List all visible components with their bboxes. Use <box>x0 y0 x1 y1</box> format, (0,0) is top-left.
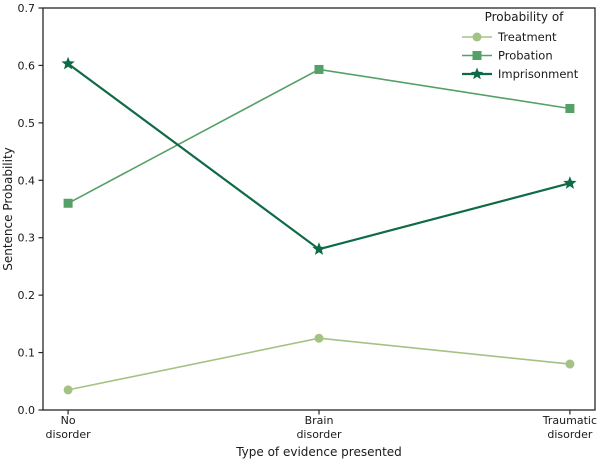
legend-marker-probation <box>472 51 482 60</box>
y-tick-label: 0.4 <box>18 174 36 187</box>
marker-square-probation <box>63 198 73 208</box>
x-tick-label: disorder <box>296 428 342 441</box>
marker-circle-treatment <box>63 385 73 395</box>
legend-label-imprisonment: Imprisonment <box>498 67 579 81</box>
marker-circle-treatment <box>314 333 324 343</box>
y-tick-label: 0.2 <box>18 289 36 302</box>
y-tick-label: 0.3 <box>18 232 36 245</box>
marker-square-probation <box>565 104 575 113</box>
marker-circle-treatment <box>565 359 575 369</box>
y-tick-label: 0.1 <box>18 347 36 360</box>
x-tick-label: disorder <box>46 428 92 441</box>
x-tick-label: No <box>61 414 76 427</box>
marker-square-probation <box>314 64 324 74</box>
legend-marker-imprisonment <box>470 67 484 80</box>
legend-label-probation: Probation <box>498 49 553 63</box>
x-tick-label: Brain <box>305 414 334 427</box>
marker-star-imprisonment <box>61 56 75 70</box>
plot-area <box>42 7 596 411</box>
y-tick-label: 0.5 <box>18 117 36 130</box>
y-tick-label: 0.7 <box>18 2 36 15</box>
y-tick-label: 0.6 <box>18 59 36 72</box>
legend-marker-treatment <box>472 32 482 42</box>
marker-star-imprisonment <box>563 176 577 189</box>
x-tick-label: Traumatic <box>542 414 597 427</box>
y-axis-label: Sentence Probability <box>1 147 15 271</box>
y-tick-label: 0.0 <box>18 404 36 417</box>
legend-label-treatment: Treatment <box>497 30 557 44</box>
x-axis-label: Type of evidence presented <box>235 445 402 459</box>
legend-title: Probability of <box>485 10 565 24</box>
marker-star-imprisonment <box>312 242 326 255</box>
x-tick-label: disorder <box>547 428 593 441</box>
